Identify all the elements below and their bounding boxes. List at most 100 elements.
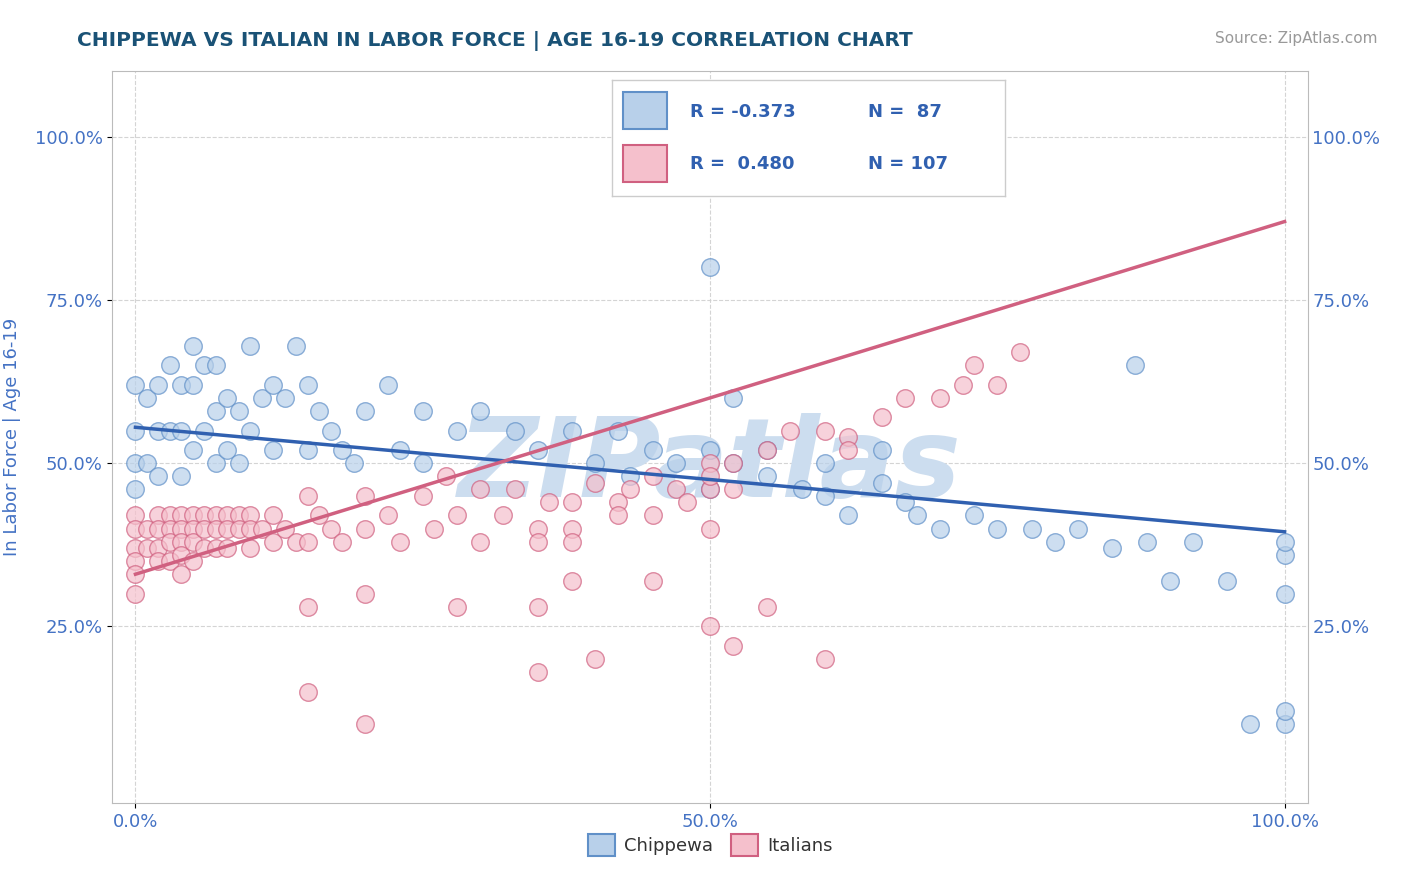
Point [159,424,181,438]
Point [181,508,204,523]
Point [148,554,170,568]
Text: N = 107: N = 107 [868,155,948,173]
Point [607,495,630,509]
Point [1067,521,1090,535]
Point [124,521,146,535]
Point [319,521,342,535]
Point [607,424,630,438]
Legend: Chippewa, Italians: Chippewa, Italians [581,827,839,863]
Point [756,443,779,458]
Text: CHIPPEWA VS ITALIAN IN LABOR FORCE | AGE 16-19 CORRELATION CHART: CHIPPEWA VS ITALIAN IN LABOR FORCE | AGE… [77,31,912,51]
Point [354,717,377,731]
Point [699,469,721,483]
Point [1010,345,1032,359]
Point [297,599,319,614]
Point [181,554,204,568]
Point [354,489,377,503]
Point [814,652,837,666]
Point [699,521,721,535]
Point [837,430,859,444]
Point [1274,717,1296,731]
Point [699,483,721,497]
Point [446,508,468,523]
Point [872,410,894,425]
Point [239,338,262,352]
Point [872,443,894,458]
Point [319,424,342,438]
Point [503,424,526,438]
Point [262,377,284,392]
Point [492,508,515,523]
Point [239,521,262,535]
Point [217,443,239,458]
Point [148,377,170,392]
Point [470,404,492,418]
Point [721,456,744,470]
Point [170,548,193,562]
Point [124,541,146,555]
Point [124,424,146,438]
Point [526,599,548,614]
Point [837,443,859,458]
Point [526,443,548,458]
Point [181,338,204,352]
Point [412,489,434,503]
Point [205,508,228,523]
FancyBboxPatch shape [623,145,666,182]
Point [561,574,583,588]
Point [756,443,779,458]
Point [986,377,1008,392]
Point [641,443,664,458]
Point [330,443,353,458]
Point [434,469,457,483]
Point [297,685,319,699]
Point [205,358,228,372]
Point [872,475,894,490]
Point [262,508,284,523]
Point [170,534,193,549]
Point [124,456,146,470]
Point [159,521,181,535]
Point [963,358,986,372]
Point [446,599,468,614]
Point [217,521,239,535]
Point [170,469,193,483]
Point [814,456,837,470]
Point [217,391,239,405]
Point [170,508,193,523]
Point [1181,534,1204,549]
Point [583,475,606,490]
Point [274,391,297,405]
Point [285,534,308,549]
Point [790,483,813,497]
Point [228,404,250,418]
Point [388,443,411,458]
Point [894,495,917,509]
Text: ZIPatlas: ZIPatlas [458,413,962,520]
Point [470,483,492,497]
Point [1239,717,1261,731]
Point [676,495,699,509]
Point [664,483,686,497]
Point [124,554,146,568]
Point [330,534,353,549]
Point [170,424,193,438]
Point [721,456,744,470]
Point [354,404,377,418]
Point [181,534,204,549]
Point [561,534,583,549]
Point [814,489,837,503]
Point [205,404,228,418]
Point [136,541,159,555]
Point [297,443,319,458]
Point [274,521,297,535]
Point [1021,521,1043,535]
Point [228,521,250,535]
Point [181,377,204,392]
Point [561,424,583,438]
Point [721,639,744,653]
Point [205,541,228,555]
Point [756,599,779,614]
Point [170,567,193,582]
Point [343,456,366,470]
